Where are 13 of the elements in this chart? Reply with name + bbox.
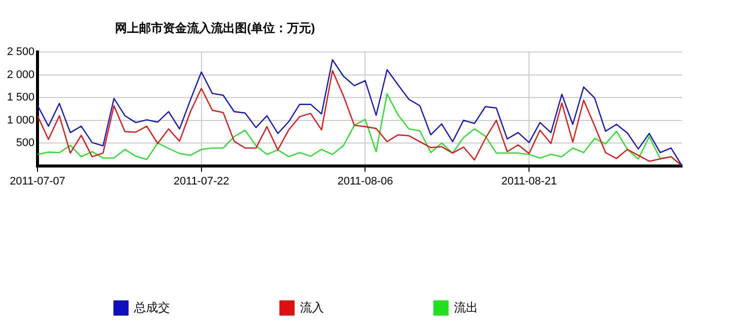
chart-title: 网上邮市资金流入流出图(单位：万元): [115, 20, 315, 37]
legend-label: 流出: [454, 300, 478, 314]
y-tick-label: 1 000: [6, 114, 35, 126]
legend-label: 流入: [300, 300, 324, 314]
y-tick-label: 2 000: [6, 68, 35, 81]
y-tick-label: 500: [16, 137, 35, 150]
x-tick-label: 2011-08-06: [338, 175, 393, 188]
x-tick-label: 2011-07-22: [174, 175, 230, 188]
y-tick-label: 2 500: [6, 46, 35, 58]
x-tick-label: 2011-08-21: [501, 175, 557, 188]
x-tick-label: 2011-07-07: [10, 175, 66, 188]
y-tick-label: 1 500: [6, 92, 35, 104]
legend-label: 总成交: [133, 300, 170, 314]
